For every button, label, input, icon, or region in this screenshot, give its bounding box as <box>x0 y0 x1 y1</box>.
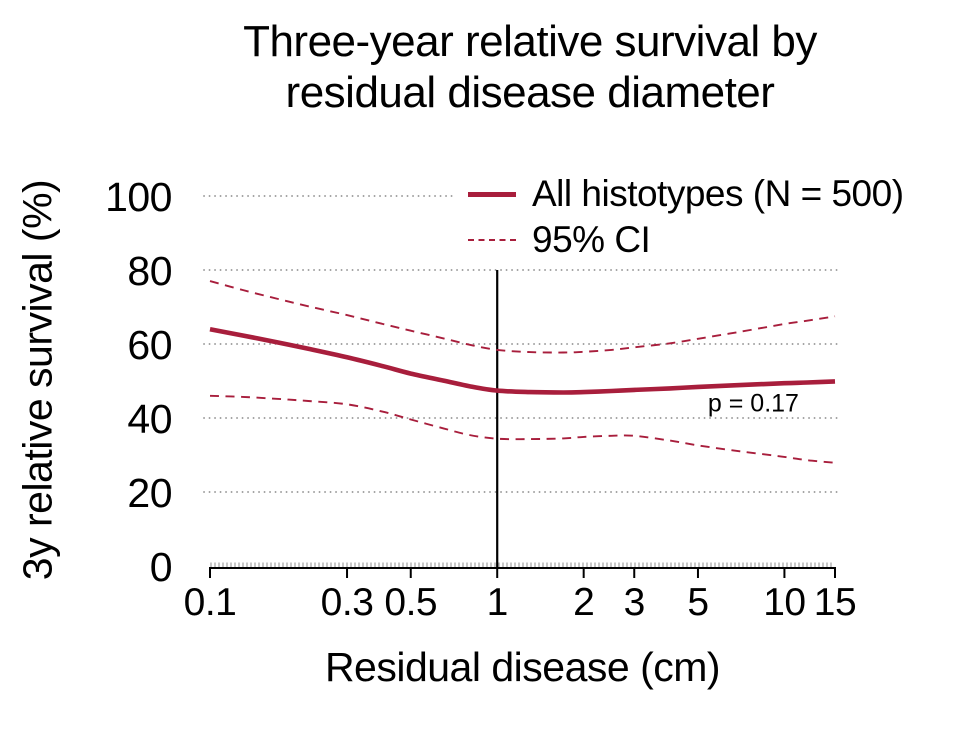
legend-label-all-histotypes: All histotypes (N = 500) <box>532 173 904 214</box>
y-tick-label: 0 <box>150 544 172 590</box>
x-tick-labels: 0.1 0.3 0.5 1 2 3 5 10 15 <box>184 581 857 624</box>
p-value-annotation: p = 0.17 <box>707 389 799 418</box>
y-tick-label: 100 <box>105 174 172 220</box>
y-tick-label: 20 <box>127 470 172 516</box>
x-tick-label: 15 <box>814 581 856 624</box>
series-main <box>209 326 836 395</box>
x-tick-label: 0.1 <box>184 581 237 624</box>
x-tick-label: 1 <box>487 581 508 624</box>
dashed-line-swatch <box>468 239 516 241</box>
x-tick-label: 0.5 <box>384 581 437 624</box>
x-axis <box>209 567 836 578</box>
y-tick-label: 60 <box>127 322 172 368</box>
observation-rug <box>210 562 832 567</box>
y-axis-title: 3y relative survival (%) <box>14 179 61 581</box>
series-curves <box>209 280 836 464</box>
x-tick-label: 3 <box>624 581 645 624</box>
y-tick-labels: 0 20 40 60 80 100 <box>105 174 172 590</box>
series-ci-upper <box>209 280 836 354</box>
x-axis-title: Residual disease (cm) <box>324 644 721 690</box>
x-tick-label: 2 <box>573 581 594 624</box>
x-tick-label: 10 <box>763 581 805 624</box>
y-tick-label: 40 <box>127 396 172 442</box>
chart-title-line2: residual disease diameter <box>285 68 775 118</box>
legend-item-all-histotypes: All histotypes (N = 500) <box>468 171 904 217</box>
solid-line-swatch <box>468 191 516 197</box>
x-tick-label: 0.3 <box>321 581 374 624</box>
x-tick-label: 5 <box>687 581 708 624</box>
chart-title-line1: Three-year relative survival by <box>243 17 817 66</box>
legend-item-95ci: 95% CI <box>468 217 904 263</box>
y-tick-label: 80 <box>127 248 172 294</box>
legend: All histotypes (N = 500) 95% CI <box>454 170 918 264</box>
chart-title: Three-year relative survival by residual… <box>85 16 975 118</box>
series-ci-lower <box>209 394 836 464</box>
legend-label-95ci: 95% CI <box>532 219 651 260</box>
